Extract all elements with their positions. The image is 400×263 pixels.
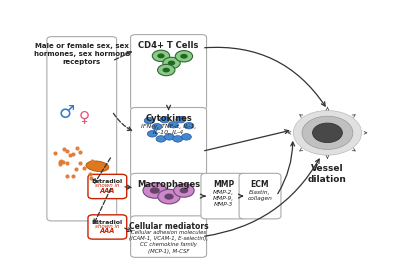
Circle shape xyxy=(180,54,188,59)
Text: ECM: ECM xyxy=(251,180,269,189)
FancyBboxPatch shape xyxy=(239,173,281,219)
Text: MMP: MMP xyxy=(213,180,234,189)
Text: MMP-2,
MMP-9,
MMP-3: MMP-2, MMP-9, MMP-3 xyxy=(213,190,234,207)
Text: Estradiol: Estradiol xyxy=(92,220,123,225)
Circle shape xyxy=(168,122,178,128)
Circle shape xyxy=(152,124,162,130)
FancyBboxPatch shape xyxy=(88,215,127,239)
Circle shape xyxy=(160,117,170,123)
FancyBboxPatch shape xyxy=(201,173,246,219)
Text: CD4+ T Cells: CD4+ T Cells xyxy=(138,41,199,50)
Circle shape xyxy=(184,123,194,129)
Ellipse shape xyxy=(86,161,109,171)
Text: Macrophages: Macrophages xyxy=(137,180,200,189)
Text: shown in: shown in xyxy=(95,183,120,188)
Circle shape xyxy=(302,116,353,149)
Circle shape xyxy=(158,64,175,76)
FancyBboxPatch shape xyxy=(47,37,117,221)
Text: Cellular adhesion molecules
(ICAM-1, VCAM-1, E-selectin),
CC chemokine family
(M: Cellular adhesion molecules (ICAM-1, VCA… xyxy=(129,230,208,254)
Circle shape xyxy=(156,136,166,142)
Text: Male or female sex, sex
hormones, sex hormone
receptors: Male or female sex, sex hormones, sex ho… xyxy=(34,43,130,65)
FancyBboxPatch shape xyxy=(88,174,127,199)
Circle shape xyxy=(164,194,174,200)
Circle shape xyxy=(157,53,165,58)
Text: ♀: ♀ xyxy=(78,109,90,124)
Circle shape xyxy=(175,50,193,62)
FancyBboxPatch shape xyxy=(131,35,206,109)
Circle shape xyxy=(312,123,342,143)
Circle shape xyxy=(174,184,194,197)
Circle shape xyxy=(164,134,174,140)
Circle shape xyxy=(293,110,362,155)
Text: Estradiol: Estradiol xyxy=(92,179,123,184)
Text: ♂: ♂ xyxy=(58,104,74,122)
Circle shape xyxy=(173,136,183,142)
Text: shown in: shown in xyxy=(95,224,120,229)
Text: IFN-γ, TNF-α, IL-1,
IL-10, IL-4: IFN-γ, TNF-α, IL-1, IL-10, IL-4 xyxy=(141,124,196,135)
Circle shape xyxy=(150,187,160,194)
Circle shape xyxy=(162,68,170,73)
Circle shape xyxy=(168,60,175,65)
Text: Cellular mediators: Cellular mediators xyxy=(129,222,208,231)
Text: Cytokines: Cytokines xyxy=(145,114,192,123)
Text: AAA: AAA xyxy=(100,188,115,194)
Text: Elastin,
collagen: Elastin, collagen xyxy=(248,190,272,201)
Text: Vessel
dilation: Vessel dilation xyxy=(308,164,347,184)
Text: AAA: AAA xyxy=(100,228,115,234)
Circle shape xyxy=(147,131,157,137)
Circle shape xyxy=(143,183,166,198)
FancyBboxPatch shape xyxy=(131,108,206,176)
Circle shape xyxy=(158,189,180,204)
Circle shape xyxy=(180,188,188,193)
FancyBboxPatch shape xyxy=(131,173,206,219)
Circle shape xyxy=(163,57,180,69)
Circle shape xyxy=(144,117,154,124)
Circle shape xyxy=(176,117,186,123)
Circle shape xyxy=(152,50,170,62)
FancyBboxPatch shape xyxy=(131,216,206,257)
Circle shape xyxy=(182,134,191,140)
